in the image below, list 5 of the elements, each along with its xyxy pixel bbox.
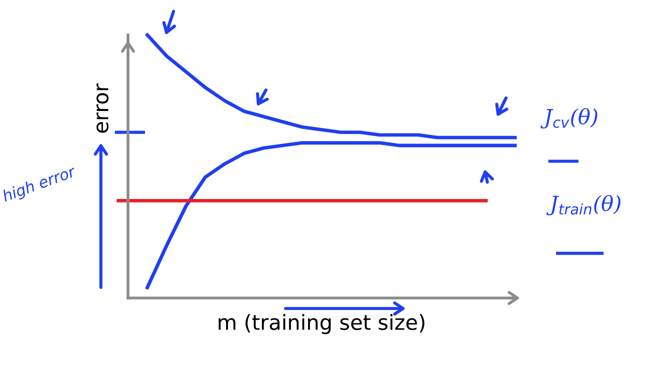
text: high error [1, 164, 78, 205]
legend-label: J$_{cv}$(θ) [540, 108, 598, 129]
y-axis-title: error [96, 83, 108, 133]
text: J$_{train}$(θ) [546, 194, 620, 216]
x-axis-title: m (training set size) [218, 314, 424, 334]
